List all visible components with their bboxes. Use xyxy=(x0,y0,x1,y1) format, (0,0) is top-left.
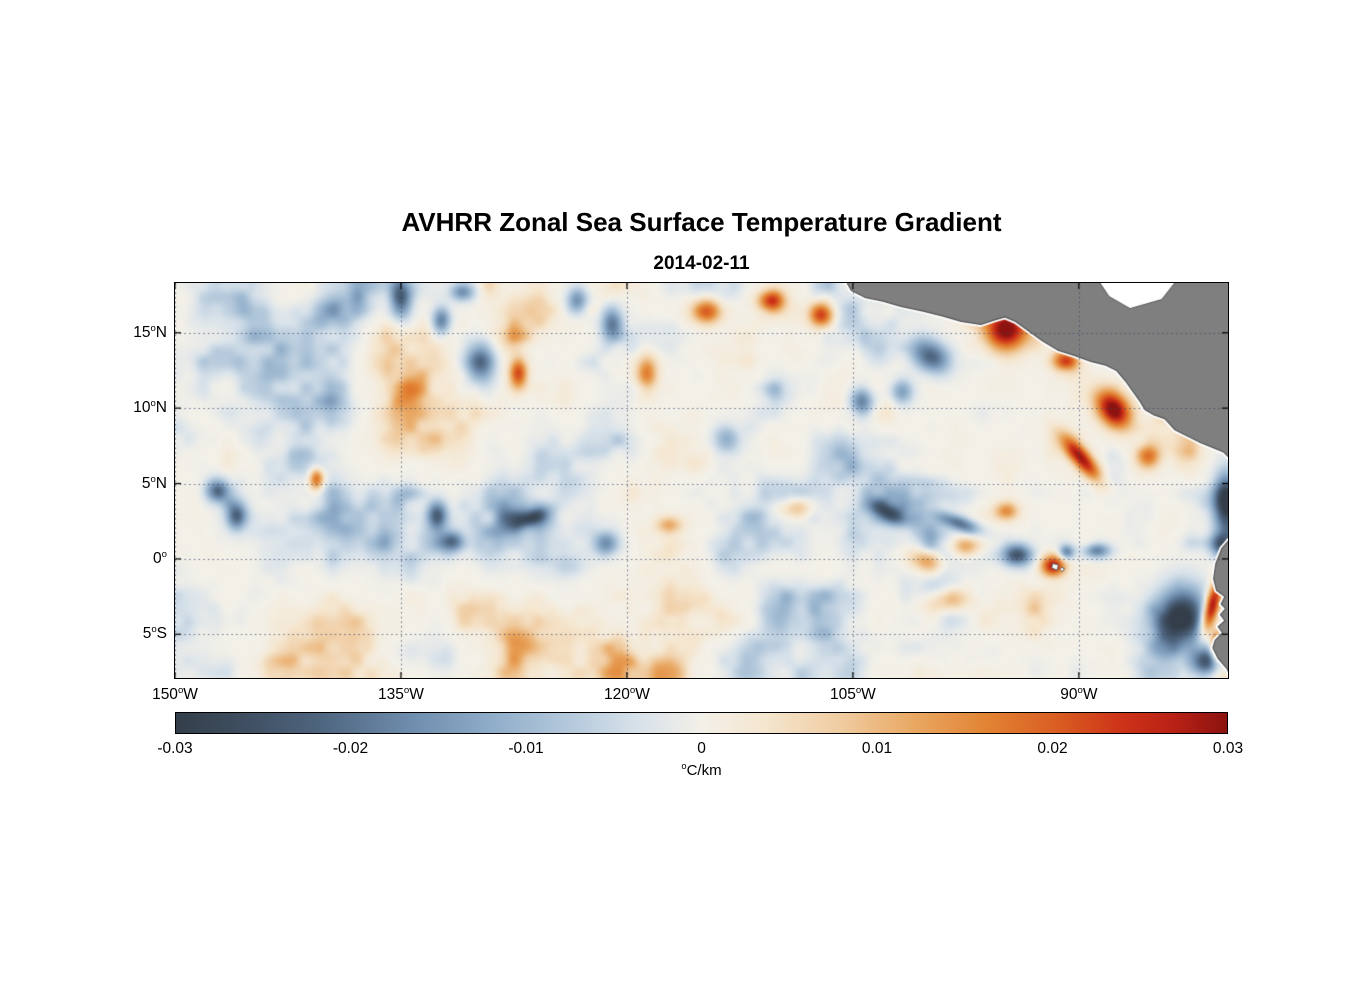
colorbar-tick-label: 0.03 xyxy=(1212,740,1244,757)
colorbar-tick-label: -0.03 xyxy=(157,740,193,757)
chart-title: AVHRR Zonal Sea Surface Temperature Grad… xyxy=(401,207,1002,237)
colorbar-tick-label: 0.01 xyxy=(861,740,893,757)
y-axis-tick-label: 5oS xyxy=(142,624,167,643)
y-axis-tick-label: 0o xyxy=(153,548,167,567)
colorbar-tick-label: -0.01 xyxy=(508,740,544,757)
x-axis-tick-label: 105oW xyxy=(829,684,876,703)
colorbar-gradient xyxy=(175,712,1228,734)
degree-symbol: o xyxy=(681,761,687,771)
colorbar-unit-label: oC/km xyxy=(681,761,722,779)
colorbar-tick-label: 0 xyxy=(697,740,706,757)
colorbar-tick-label: -0.02 xyxy=(332,740,369,757)
map-plot xyxy=(173,281,1229,679)
x-axis-tick-label: 150oW xyxy=(152,684,198,703)
x-axis-tick-label: 120oW xyxy=(603,684,650,703)
colorbar-tick-label: 0.02 xyxy=(1037,740,1068,757)
y-axis-tick-label: 10oN xyxy=(133,397,167,417)
chart-date: 2014-02-11 xyxy=(653,253,750,274)
x-axis-tick-label: 135oW xyxy=(378,684,424,703)
x-axis-tick-label: 90oW xyxy=(1060,684,1098,703)
y-axis-tick-label: 15oN xyxy=(133,322,167,341)
sst-gradient-heatmap xyxy=(174,282,1228,678)
y-axis-tick-label: 5oN xyxy=(141,473,167,492)
